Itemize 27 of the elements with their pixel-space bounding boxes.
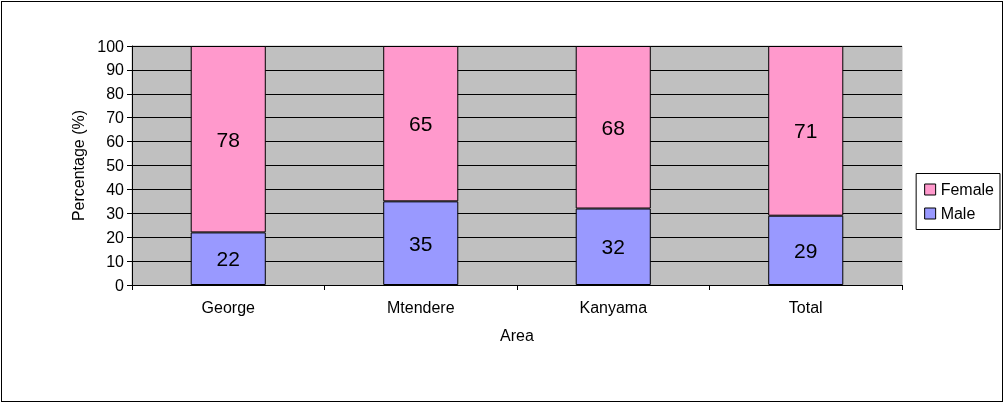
y-tick-label: 70 xyxy=(106,109,125,127)
x-axis-title: Area xyxy=(500,326,534,344)
data-label: 71 xyxy=(794,119,818,143)
y-axis-title: Percentage (%) xyxy=(69,109,87,222)
y-tick-label: 100 xyxy=(97,37,125,55)
x-tick-label: Total xyxy=(788,298,823,316)
x-tick-label: Mtendere xyxy=(386,298,455,316)
x-tick-label: George xyxy=(201,298,256,316)
data-label: 68 xyxy=(601,115,625,139)
data-label: 78 xyxy=(216,127,240,151)
y-tick-label: 10 xyxy=(106,252,125,270)
legend-label: Female xyxy=(940,181,995,198)
legend-label: Male xyxy=(940,205,976,222)
data-label: 35 xyxy=(409,231,433,255)
y-tick-label: 50 xyxy=(106,157,125,174)
data-label: 22 xyxy=(216,247,240,271)
y-tick-label: 20 xyxy=(106,228,125,246)
x-tick-label: Kanyama xyxy=(579,298,648,316)
data-label: 32 xyxy=(601,235,625,259)
y-tick-label: 60 xyxy=(106,133,125,151)
data-label: 65 xyxy=(409,112,433,136)
y-tick-label: 80 xyxy=(106,85,125,103)
y-tick-label: 90 xyxy=(106,61,125,79)
data-label: 29 xyxy=(794,238,818,262)
y-tick-label: 0 xyxy=(115,276,125,294)
y-tick-label: 40 xyxy=(106,180,125,198)
y-tick-label: 30 xyxy=(106,204,125,222)
